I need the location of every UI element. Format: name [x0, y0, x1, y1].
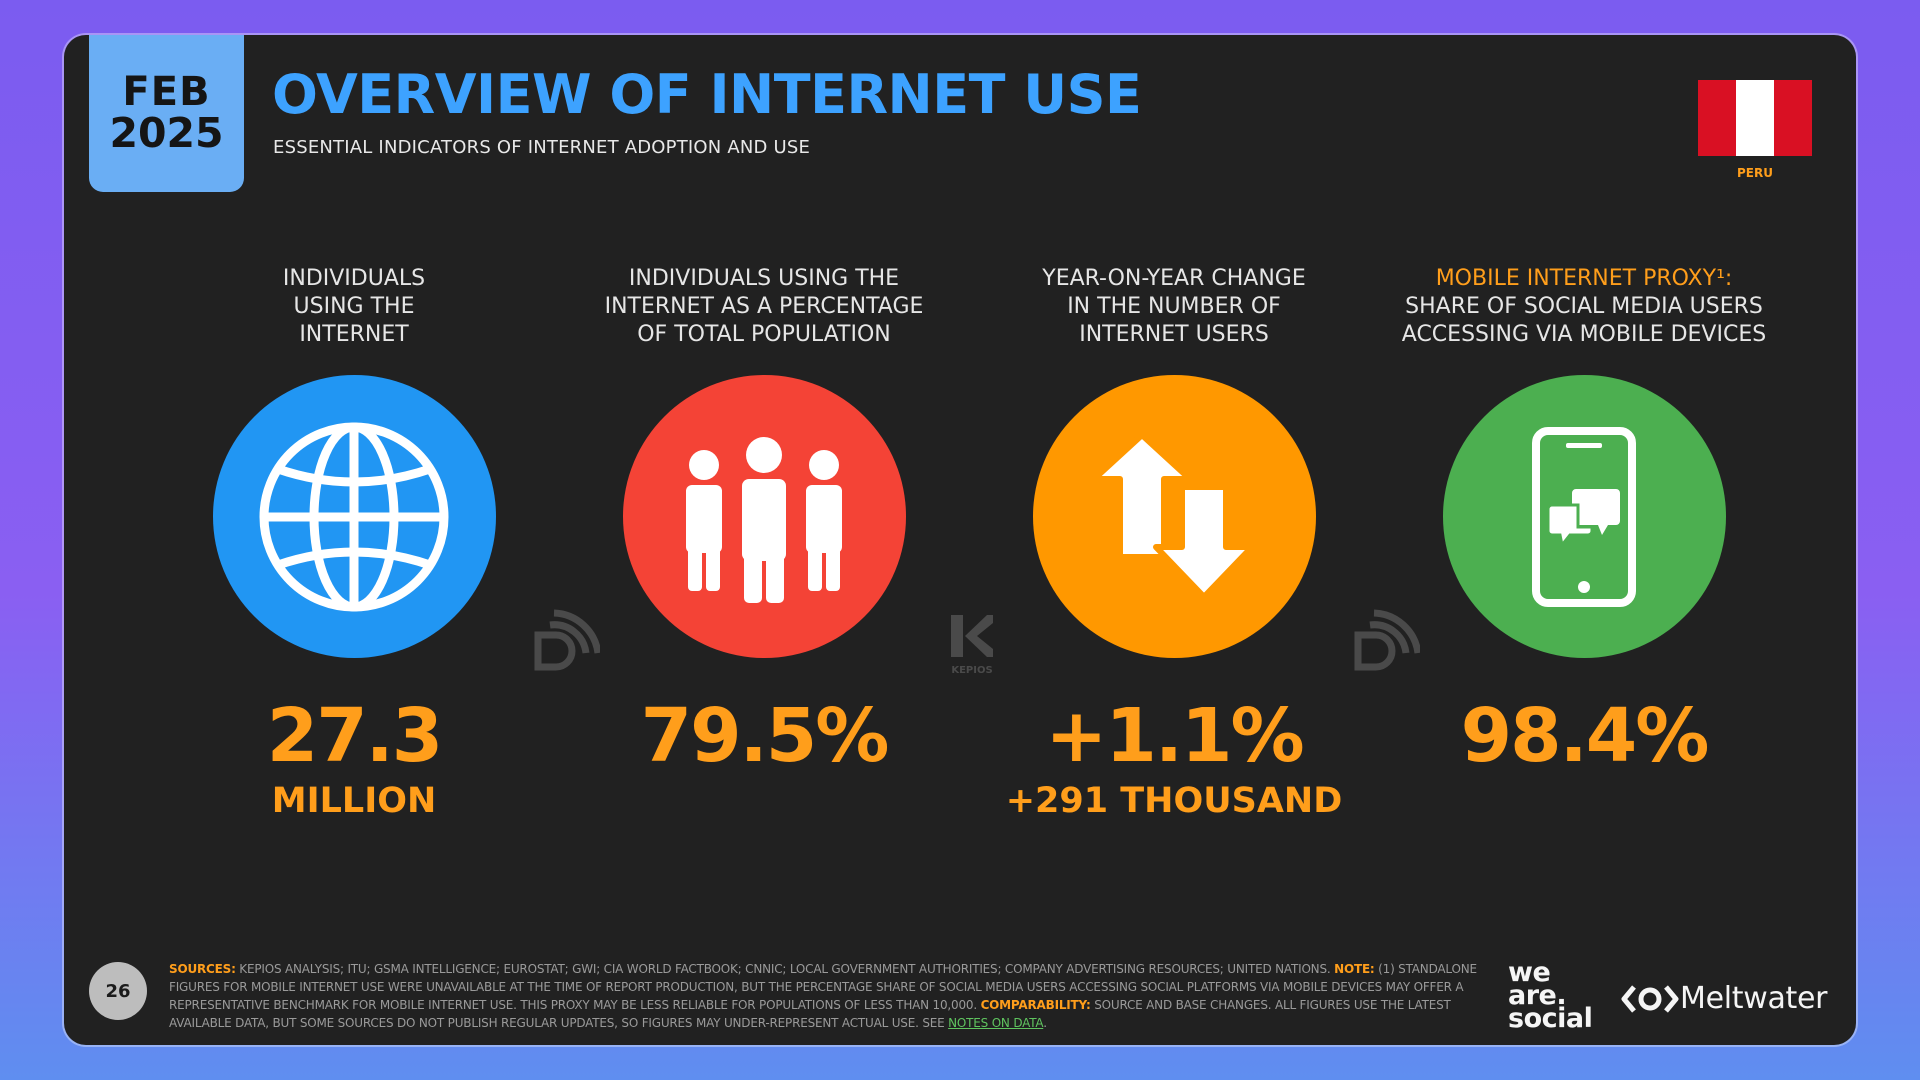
stat-label-rest: SHARE OF SOCIAL MEDIA USERS ACCESSING VI…	[1401, 294, 1767, 347]
stat-value: 79.5%	[640, 693, 890, 779]
meltwater-logo: Meltwater	[1620, 981, 1828, 1016]
page-title: OVERVIEW OF INTERNET USE	[272, 63, 1142, 126]
stat-label: YEAR-ON-YEAR CHANGE IN THE NUMBER OF INT…	[1042, 266, 1306, 347]
kepios-logo-icon	[951, 615, 993, 657]
stat-value: 27.3	[266, 693, 444, 779]
date-year: 2025	[109, 108, 224, 157]
stat-label-highlight: MOBILE INTERNET PROXY¹:	[1435, 266, 1733, 291]
stat-value: 98.4%	[1460, 693, 1710, 779]
sources-note: SOURCES: KEPIOS ANALYSIS; ITU; GSMA INTE…	[169, 960, 1489, 1032]
note-label: NOTE:	[1334, 962, 1375, 976]
country-label: PERU	[1737, 166, 1773, 180]
brand-line: we	[1508, 957, 1551, 988]
sources-text: KEPIOS ANALYSIS; ITU; GSMA INTELLIGENCE;…	[235, 962, 1335, 976]
notes-end: .	[1043, 1016, 1047, 1030]
kepios-label: KEPIOS	[951, 665, 993, 676]
stat-value: +1.1%	[1045, 693, 1304, 779]
stat-subvalue: MILLION	[271, 781, 437, 821]
stat-yoy-change: YEAR-ON-YEAR CHANGE IN THE NUMBER OF INT…	[974, 265, 1374, 822]
people-icon	[622, 375, 906, 658]
globe-icon	[212, 375, 496, 658]
up-down-arrows-icon	[1032, 375, 1316, 658]
slide-card: FEB 2025 OVERVIEW OF INTERNET USE ESSENT…	[64, 35, 1856, 1045]
note-text: (1) STANDALONE FIGURES FOR MOBILE INTERN…	[169, 962, 1477, 1012]
comparability-text: SOURCE AND BASE CHANGES. ALL FIGURES USE…	[169, 998, 1451, 1030]
kepios-watermark: KEPIOS	[942, 611, 1002, 676]
date-badge: FEB 2025	[89, 35, 244, 192]
page-number: 26	[89, 962, 147, 1020]
comparability-label: COMPARABILITY:	[980, 998, 1091, 1012]
stat-subvalue: +291 THOUSAND	[1005, 781, 1343, 821]
notes-on-data-link[interactable]: NOTES ON DATA	[948, 1016, 1044, 1030]
meltwater-label: Meltwater	[1680, 981, 1828, 1016]
stat-internet-percentage: INDIVIDUALS USING THE INTERNET AS A PERC…	[564, 265, 964, 780]
mobile-chat-icon	[1442, 375, 1726, 658]
date-month: FEB	[122, 69, 211, 116]
datareportal-watermark-icon	[1354, 609, 1420, 671]
stat-mobile-proxy: MOBILE INTERNET PROXY¹: SHARE OF SOCIAL …	[1384, 265, 1784, 780]
peru-flag-icon	[1698, 80, 1812, 156]
stat-label: INDIVIDUALS USING THE INTERNET AS A PERC…	[604, 266, 924, 347]
stat-label: INDIVIDUALS USING THE INTERNET	[282, 266, 426, 347]
stat-internet-users: INDIVIDUALS USING THE INTERNET 27.3 MILL…	[154, 265, 554, 822]
page-subtitle: ESSENTIAL INDICATORS OF INTERNET ADOPTIO…	[273, 137, 811, 158]
brand-line: social	[1508, 1003, 1593, 1034]
sources-label: SOURCES:	[169, 962, 236, 976]
meltwater-mark-icon	[1621, 984, 1679, 1013]
datareportal-watermark-icon	[534, 609, 600, 671]
stat-label: MOBILE INTERNET PROXY¹: SHARE OF SOCIAL …	[1384, 265, 1784, 355]
we-are-social-logo: we are. social	[1508, 957, 1593, 1034]
brand-line: are.	[1508, 980, 1567, 1011]
